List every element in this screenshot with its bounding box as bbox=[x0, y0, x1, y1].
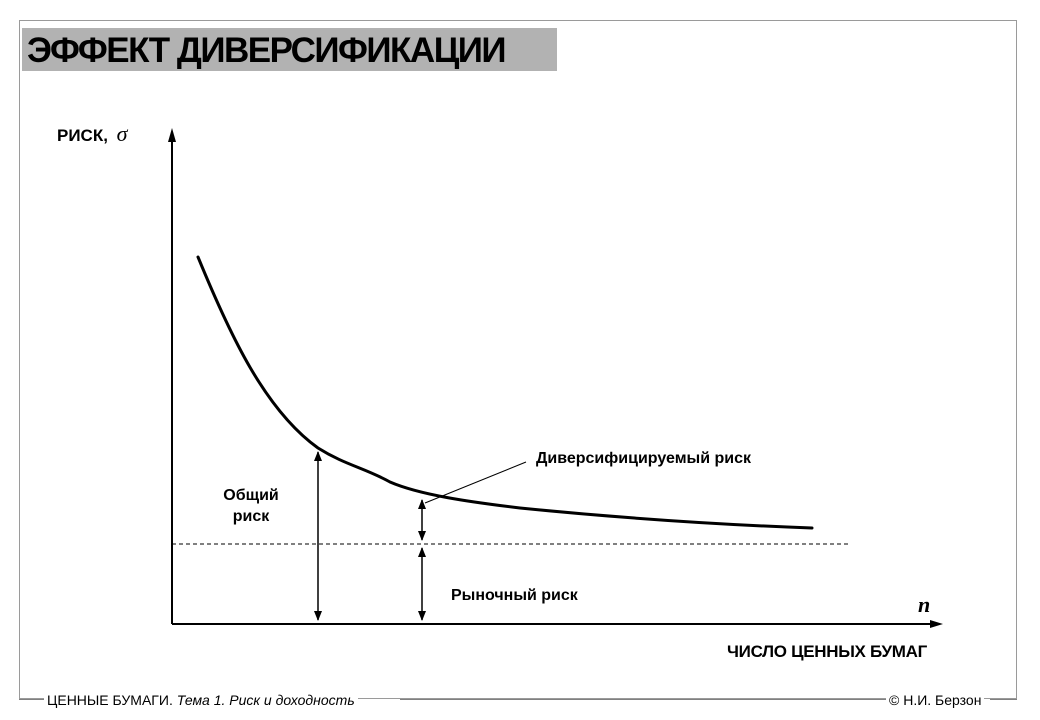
slide-frame bbox=[19, 20, 1017, 699]
y-axis-label-text: РИСК, bbox=[57, 126, 108, 145]
footer-copyright: © Н.И. Берзон bbox=[886, 690, 985, 710]
title-background bbox=[22, 28, 557, 71]
footer-line-right bbox=[990, 699, 1017, 700]
y-axis-arrowhead bbox=[168, 128, 176, 142]
footer-line-middle bbox=[400, 699, 890, 700]
footer-topic: Тема 1. Риск и доходность bbox=[176, 692, 355, 708]
x-axis-label: ЧИСЛО ЦЕННЫХ БУМАГ bbox=[727, 642, 927, 661]
total-risk-curve bbox=[196, 255, 814, 530]
slide-title: ЭФФЕКТ ДИВЕРСИФИКАЦИИ bbox=[27, 31, 507, 70]
y-axis-label: РИСК, σ bbox=[57, 123, 128, 147]
footer-line-left bbox=[19, 699, 49, 700]
footer-left: ЦЕННЫЕ БУМАГИ. Тема 1. Риск и доходность bbox=[44, 690, 358, 710]
footer-course: ЦЕННЫЕ БУМАГИ. bbox=[47, 692, 173, 708]
x-axis-symbol: n bbox=[918, 592, 931, 617]
diversifiable-risk-label: Диверсифицируемый риск bbox=[536, 450, 752, 467]
total-risk-label-line1: Общий bbox=[223, 487, 279, 504]
market-risk-label: Рыночный риск bbox=[451, 587, 578, 604]
total-risk-label: Общий риск bbox=[204, 485, 298, 527]
sigma-symbol: σ bbox=[116, 121, 128, 146]
x-axis-arrowhead bbox=[930, 620, 943, 628]
diversifiable-risk-leader bbox=[424, 461, 527, 504]
total-risk-label-line2: риск bbox=[232, 508, 270, 525]
